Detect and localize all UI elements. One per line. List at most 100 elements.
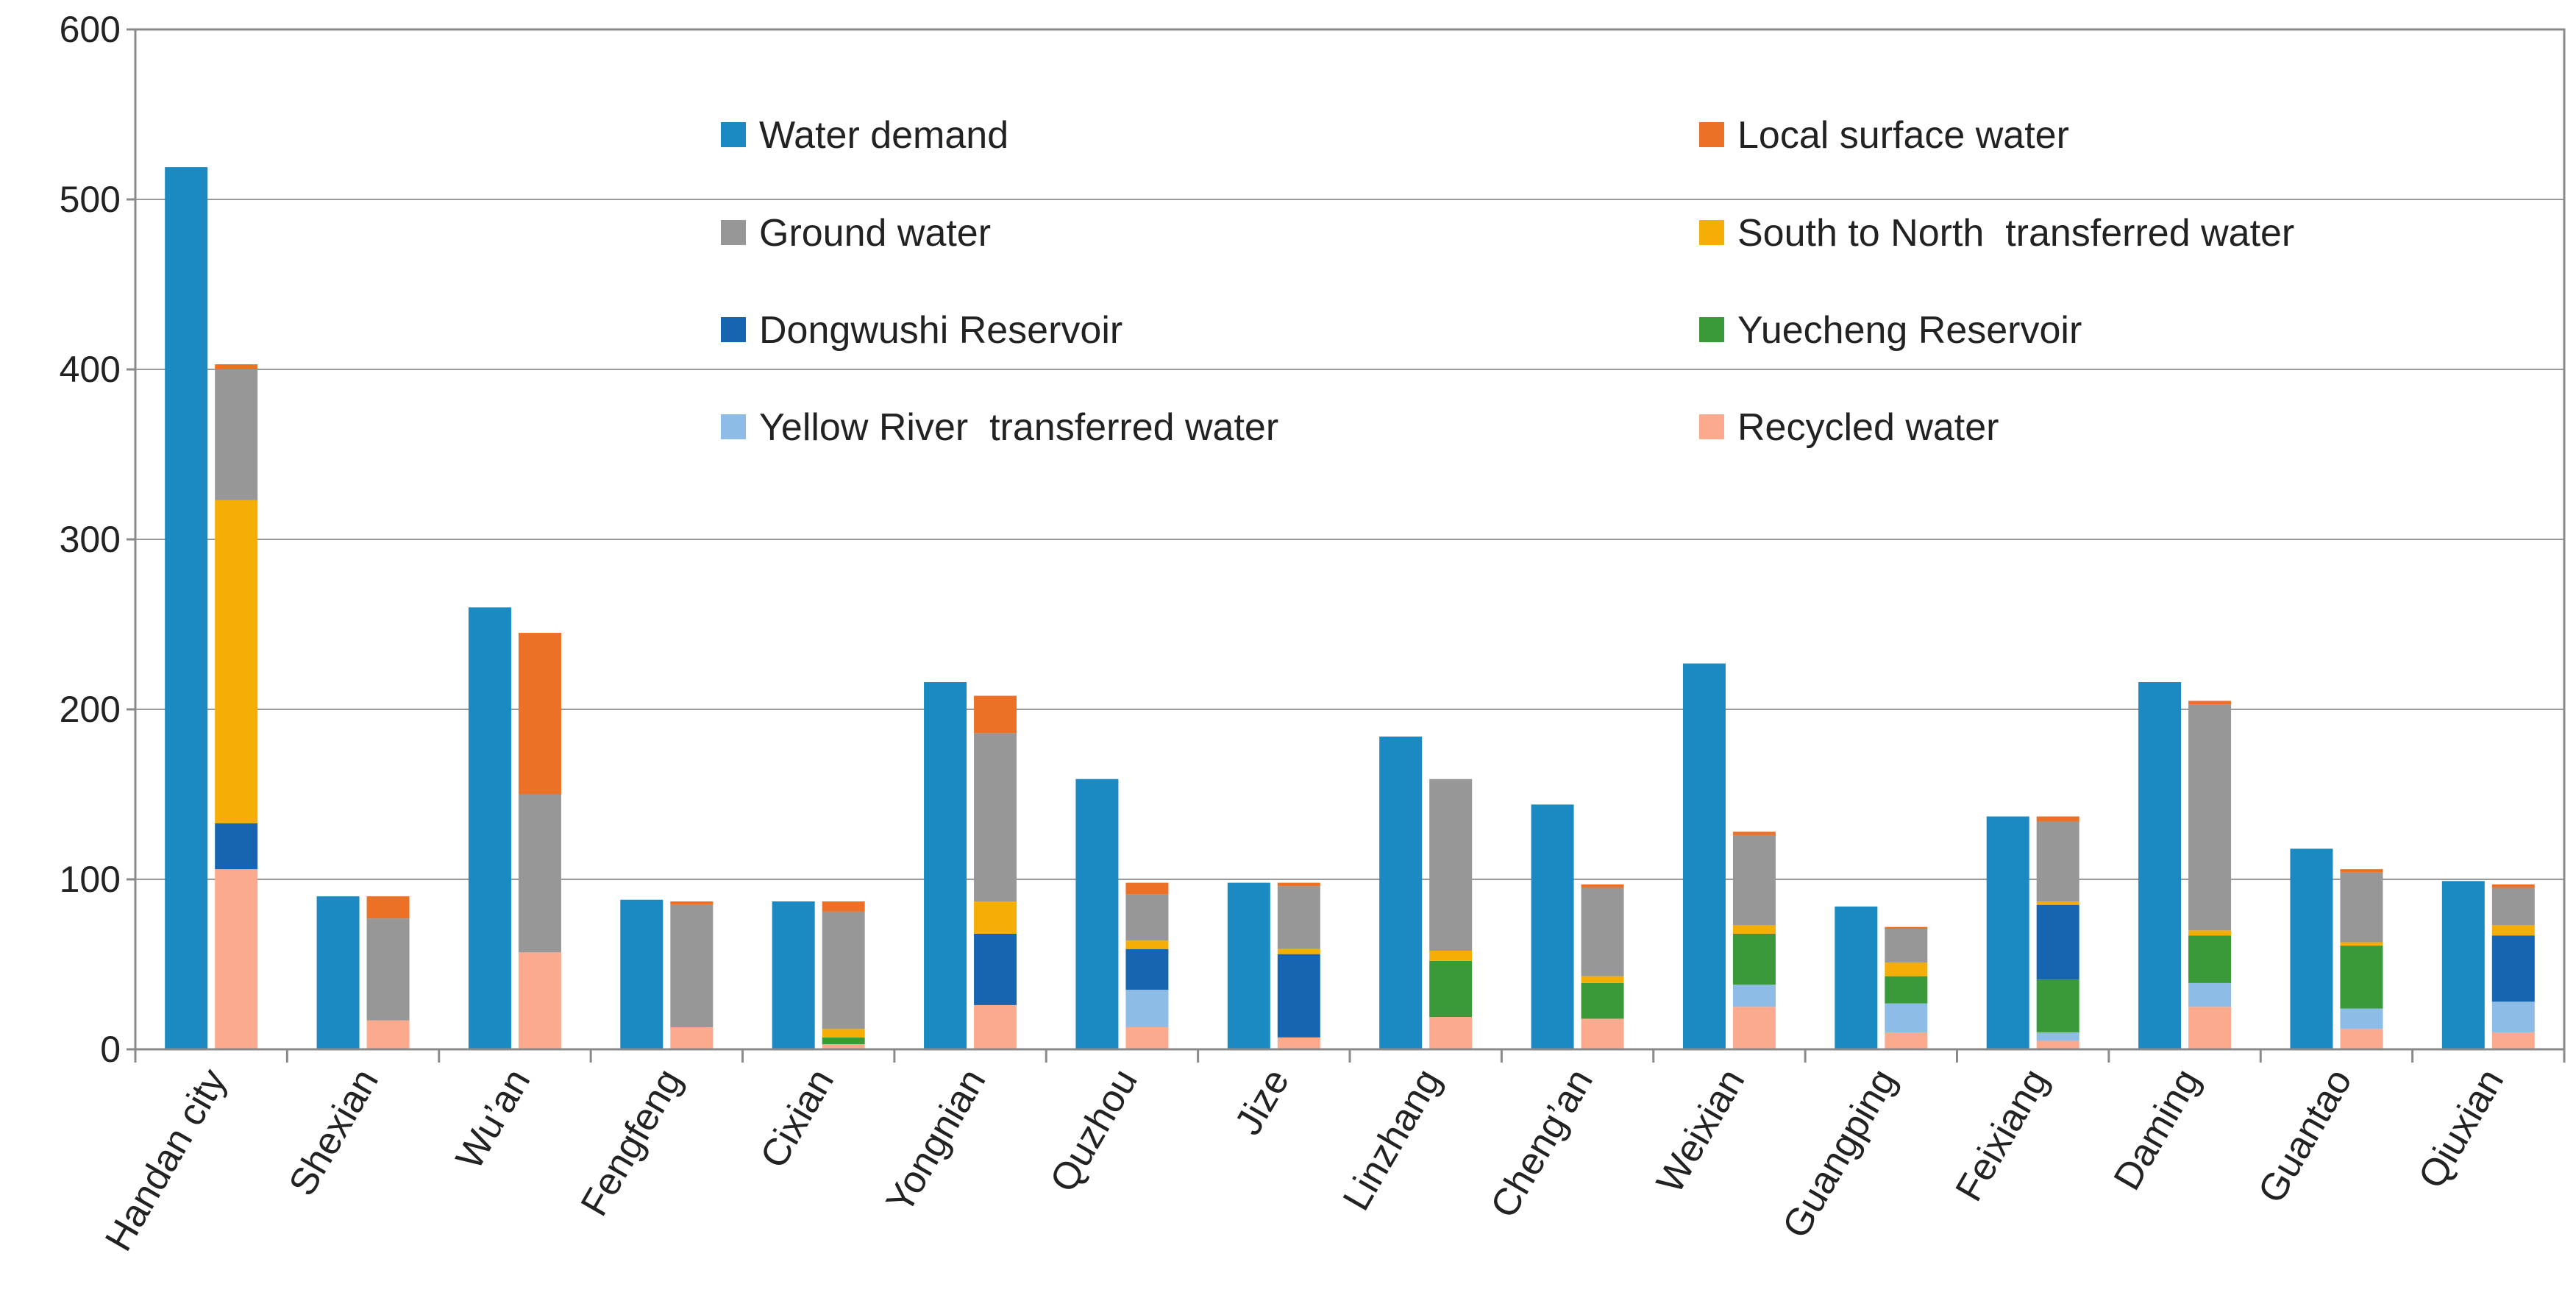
bar-segment-recycled-water-cheng-an bbox=[1581, 1018, 1624, 1049]
bar-segment-local-surface-water-feixiang bbox=[2037, 817, 2079, 822]
bar-segment-yuecheng-reservoir-feixiang bbox=[2037, 979, 2079, 1032]
bar-segment-recycled-water-jize bbox=[1278, 1038, 1320, 1049]
y-tick-label: 600 bbox=[60, 9, 121, 50]
bar-segment-yuecheng-reservoir-cixian bbox=[822, 1038, 865, 1044]
x-tick-label: Shexian bbox=[281, 1062, 387, 1203]
x-tick-label: Qiuxian bbox=[2410, 1062, 2512, 1196]
x-tick-label: Jize bbox=[1227, 1062, 1298, 1142]
bar-segment-recycled-water-quzhou bbox=[1125, 1027, 1168, 1049]
bar-segment-local-surface-water-shexian bbox=[367, 896, 410, 918]
y-tick-label: 0 bbox=[100, 1029, 121, 1070]
bar-segment-yellow-river-transferred-water-weixian bbox=[1733, 985, 1776, 1007]
bar-water-demand-shexian bbox=[317, 896, 360, 1049]
bar-segment-south-to-north-transferred-water-guantao bbox=[2340, 942, 2383, 946]
bar-water-demand-guantao bbox=[2290, 848, 2333, 1049]
bar-water-demand-cixian bbox=[772, 901, 815, 1049]
bar-segment-south-to-north-transferred-water-guangping bbox=[1885, 962, 1927, 976]
bar-segment-yuecheng-reservoir-daming bbox=[2188, 935, 2231, 983]
x-tick-label: Yongnian bbox=[878, 1062, 995, 1220]
bar-segment-yuecheng-reservoir-guangping bbox=[1885, 976, 1927, 1004]
y-tick-labels: 0 100 200 300 400 500 600 bbox=[60, 9, 121, 1070]
bar-segment-south-to-north-transferred-water-daming bbox=[2188, 930, 2231, 935]
bar-water-demand-daming bbox=[2138, 682, 2181, 1049]
bar-segment-yellow-river-transferred-water-guangping bbox=[1885, 1004, 1927, 1032]
legend-swatch-dongwushi-reservoir bbox=[721, 317, 746, 342]
bar-segment-local-surface-water-qiuxian bbox=[2492, 884, 2535, 888]
legend-label-south-to-north-transferred-water: South to North transferred water bbox=[1737, 212, 2294, 255]
legend-swatch-recycled-water bbox=[1699, 414, 1724, 439]
bar-segment-recycled-water-linzhang bbox=[1429, 1017, 1472, 1049]
legend-label-dongwushi-reservoir: Dongwushi Reservoir bbox=[759, 309, 1122, 352]
legend-swatch-yuecheng-reservoir bbox=[1699, 317, 1724, 342]
bar-segment-south-to-north-transferred-water-linzhang bbox=[1429, 951, 1472, 961]
x-tick-label: Fengfeng bbox=[573, 1062, 691, 1223]
bar-segment-yellow-river-transferred-water-quzhou bbox=[1125, 990, 1168, 1027]
x-tick-label: Guantao bbox=[2250, 1062, 2360, 1210]
bar-segment-recycled-water-handan-city bbox=[215, 869, 257, 1049]
y-tick-label: 300 bbox=[60, 519, 121, 560]
y-tick-label: 100 bbox=[60, 859, 121, 900]
bar-segment-yellow-river-transferred-water-daming bbox=[2188, 983, 2231, 1007]
legend-label-yuecheng-reservoir: Yuecheng Reservoir bbox=[1737, 309, 2082, 352]
bar-water-demand-guangping bbox=[1835, 907, 1877, 1049]
bar-segment-local-surface-water-cheng-an bbox=[1581, 884, 1624, 888]
bar-segment-ground-water-guangping bbox=[1885, 929, 1927, 962]
bar-segment-local-surface-water-wu-an bbox=[519, 633, 561, 794]
bar-segment-local-surface-water-fengfeng bbox=[670, 901, 713, 905]
bar-segment-recycled-water-yongnian bbox=[974, 1005, 1017, 1049]
bar-segment-dongwushi-reservoir-yongnian bbox=[974, 934, 1017, 1005]
legend-label-ground-water: Ground water bbox=[759, 212, 991, 255]
legend-label-recycled-water: Recycled water bbox=[1737, 406, 1999, 449]
bar-segment-recycled-water-qiuxian bbox=[2492, 1032, 2535, 1049]
bar-water-demand-weixian bbox=[1683, 664, 1726, 1049]
bar-segment-recycled-water-fengfeng bbox=[670, 1027, 713, 1049]
bar-segment-recycled-water-guangping bbox=[1885, 1032, 1927, 1049]
bar-segment-ground-water-handan-city bbox=[215, 369, 257, 500]
bar-segment-yuecheng-reservoir-guantao bbox=[2340, 946, 2383, 1008]
bar-segment-yellow-river-transferred-water-feixiang bbox=[2037, 1032, 2079, 1041]
x-tick-label: Cheng’an bbox=[1482, 1062, 1601, 1225]
legend-swatch-local-surface-water bbox=[1699, 122, 1724, 147]
y-tick-label: 500 bbox=[60, 179, 121, 220]
x-tick-label: Cixian bbox=[752, 1062, 842, 1175]
bar-segment-south-to-north-transferred-water-quzhou bbox=[1125, 940, 1168, 949]
bars bbox=[165, 167, 2535, 1049]
bar-segment-local-surface-water-daming bbox=[2188, 701, 2231, 704]
bar-segment-recycled-water-guantao bbox=[2340, 1029, 2383, 1049]
bar-segment-dongwushi-reservoir-handan-city bbox=[215, 823, 257, 869]
y-tick-label: 200 bbox=[60, 689, 121, 730]
bar-segment-local-surface-water-weixian bbox=[1733, 831, 1776, 835]
x-tick-label: Feixiang bbox=[1948, 1062, 2057, 1208]
bar-segment-south-to-north-transferred-water-jize bbox=[1278, 949, 1320, 954]
x-tick-label: Guangping bbox=[1774, 1062, 1904, 1245]
bar-segment-ground-water-cheng-an bbox=[1581, 888, 1624, 976]
bar-segment-south-to-north-transferred-water-cixian bbox=[822, 1029, 865, 1038]
bar-segment-yuecheng-reservoir-linzhang bbox=[1429, 961, 1472, 1017]
bar-segment-yuecheng-reservoir-weixian bbox=[1733, 934, 1776, 985]
y-tick-label: 400 bbox=[60, 349, 121, 390]
bar-segment-dongwushi-reservoir-qiuxian bbox=[2492, 935, 2535, 1001]
bar-segment-ground-water-linzhang bbox=[1429, 779, 1472, 951]
bar-segment-local-surface-water-cixian bbox=[822, 901, 865, 912]
bar-segment-local-surface-water-jize bbox=[1278, 883, 1320, 887]
bar-segment-ground-water-cixian bbox=[822, 912, 865, 1029]
bar-segment-ground-water-fengfeng bbox=[670, 905, 713, 1027]
legend-label-local-surface-water: Local surface water bbox=[1737, 114, 2069, 157]
bar-water-demand-feixiang bbox=[1987, 817, 2029, 1049]
bar-segment-south-to-north-transferred-water-handan-city bbox=[215, 500, 257, 823]
x-tick-labels: Handan city Shexian Wu’an Fengfeng Cixian Yon… bbox=[97, 1062, 2512, 1258]
bar-segment-recycled-water-weixian bbox=[1733, 1007, 1776, 1049]
bar-segment-south-to-north-transferred-water-yongnian bbox=[974, 901, 1017, 934]
bar-segment-south-to-north-transferred-water-feixiang bbox=[2037, 901, 2079, 905]
x-tick-label: Linzhang bbox=[1335, 1062, 1450, 1218]
bar-segment-local-surface-water-guangping bbox=[1885, 927, 1927, 929]
bar-segment-recycled-water-wu-an bbox=[519, 952, 561, 1049]
bar-segment-ground-water-qiuxian bbox=[2492, 888, 2535, 926]
x-tick-label: Daming bbox=[2106, 1062, 2209, 1197]
x-tick-label: Wu’an bbox=[448, 1062, 538, 1177]
bar-water-demand-fengfeng bbox=[620, 900, 663, 1049]
bar-segment-recycled-water-shexian bbox=[367, 1021, 410, 1049]
bar-segment-dongwushi-reservoir-feixiang bbox=[2037, 905, 2079, 980]
bar-water-demand-qiuxian bbox=[2442, 881, 2485, 1049]
bar-water-demand-wu-an bbox=[469, 607, 511, 1049]
